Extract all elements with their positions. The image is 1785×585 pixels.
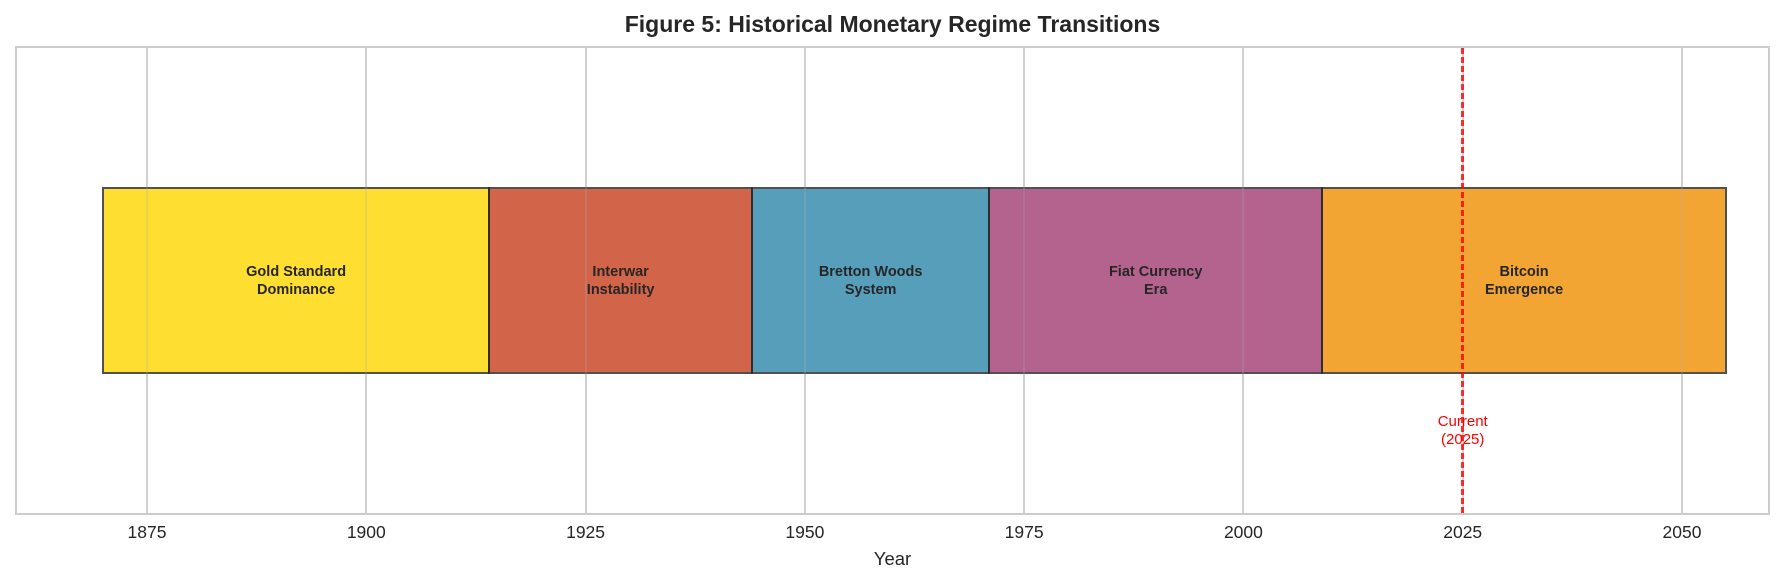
- plot-area: Gold Standard Dominance Interwar Instabil…: [15, 46, 1770, 515]
- chart-title: Figure 5: Historical Monetary Regime Tra…: [624, 11, 1161, 37]
- gridline-overlay: [365, 48, 368, 513]
- x-tick-label: 1975: [1004, 522, 1044, 542]
- period-bar: [1321, 187, 1727, 374]
- x-tick-label: 2050: [1662, 522, 1702, 542]
- x-tick-label: 1950: [785, 522, 825, 542]
- period-bar: [988, 187, 1324, 374]
- period-bar: [751, 187, 991, 374]
- x-tick-label: 1925: [566, 522, 606, 542]
- gridline-overlay: [803, 48, 806, 513]
- gridline-overlay: [146, 48, 148, 513]
- current-year-line: [1461, 48, 1465, 513]
- gridline-overlay: [1681, 48, 1683, 513]
- period-bar: [488, 187, 754, 374]
- gridline-overlay: [584, 48, 587, 513]
- period-bar: [102, 187, 491, 374]
- x-tick-label: 2000: [1223, 522, 1263, 542]
- gridline-overlay: [1242, 48, 1245, 513]
- current-year-label: Current (2025): [1437, 413, 1488, 448]
- x-axis-label: Year: [873, 548, 912, 569]
- x-tick-label: 2025: [1443, 522, 1483, 542]
- x-tick-label: 1900: [346, 522, 386, 542]
- x-tick-label: 1875: [127, 522, 167, 542]
- gridline-overlay: [1023, 48, 1026, 513]
